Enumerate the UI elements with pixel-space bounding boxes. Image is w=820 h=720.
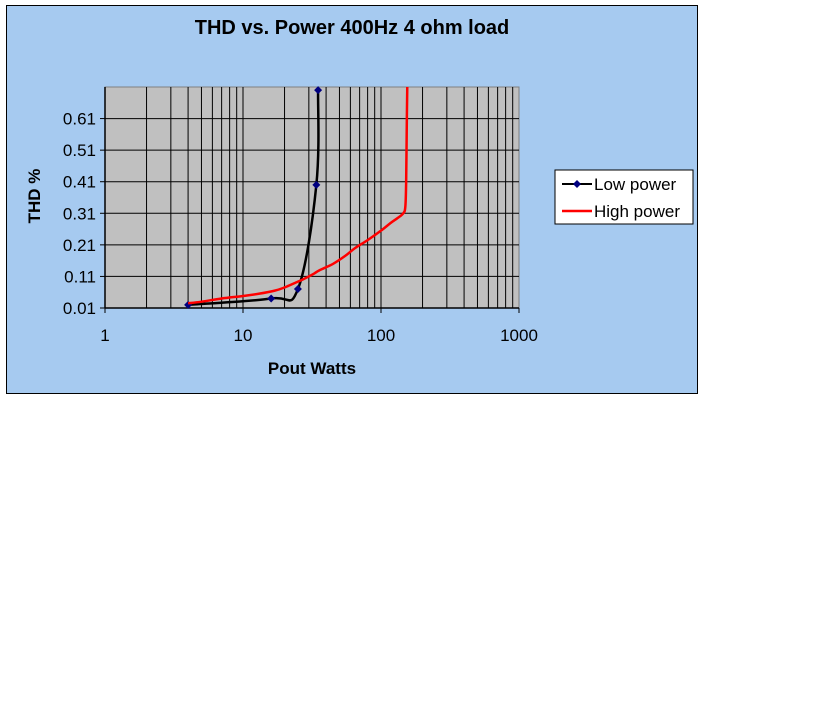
chart-title: THD vs. Power 400Hz 4 ohm load [195, 17, 510, 39]
legend-box [554, 169, 694, 225]
grid-vertical-lines [105, 87, 519, 309]
x-axis-title: Pout Watts [268, 359, 356, 378]
y-tick-label: 0.01 [63, 299, 96, 318]
data-point-low-power [267, 294, 276, 303]
series-line-high-power [187, 86, 409, 305]
legend-label-low-power: Low power [594, 175, 677, 194]
legend-marker-low-power [573, 180, 581, 188]
y-axis-title: THD % [25, 169, 44, 224]
y-tick-label: 0.41 [63, 173, 96, 192]
legend-label-high-power: High power [594, 202, 680, 221]
y-tick-labels: 0.01 0.11 0.21 0.31 0.41 0.51 0.61 [63, 110, 96, 318]
y-tick-label: 0.51 [63, 141, 96, 160]
legend: Low power High power [554, 169, 694, 225]
x-tick-labels: 1 10 100 1000 [100, 308, 538, 345]
plot-area [104, 86, 520, 309]
series-line-low-power [187, 90, 320, 307]
y-tick-label: 0.11 [64, 267, 96, 286]
chart-svg: THD vs. Power 400Hz 4 ohm load 1 10 100 100… [25, 17, 694, 378]
data-point-low-power [312, 180, 321, 189]
y-tick-label: 0.61 [63, 110, 96, 129]
x-tick-label: 100 [367, 326, 395, 345]
y-tick-label: 0.31 [63, 204, 96, 223]
x-tick-label: 10 [234, 326, 253, 345]
x-tick-label: 1000 [500, 326, 538, 345]
data-point-low-power [314, 86, 323, 95]
series-layer [184, 86, 409, 309]
data-point-low-power [293, 285, 302, 294]
chart-area: THD vs. Power 400Hz 4 ohm load 1 10 100 100… [6, 5, 698, 394]
x-tick-label: 1 [100, 326, 109, 345]
y-tick-label: 0.21 [63, 236, 96, 255]
